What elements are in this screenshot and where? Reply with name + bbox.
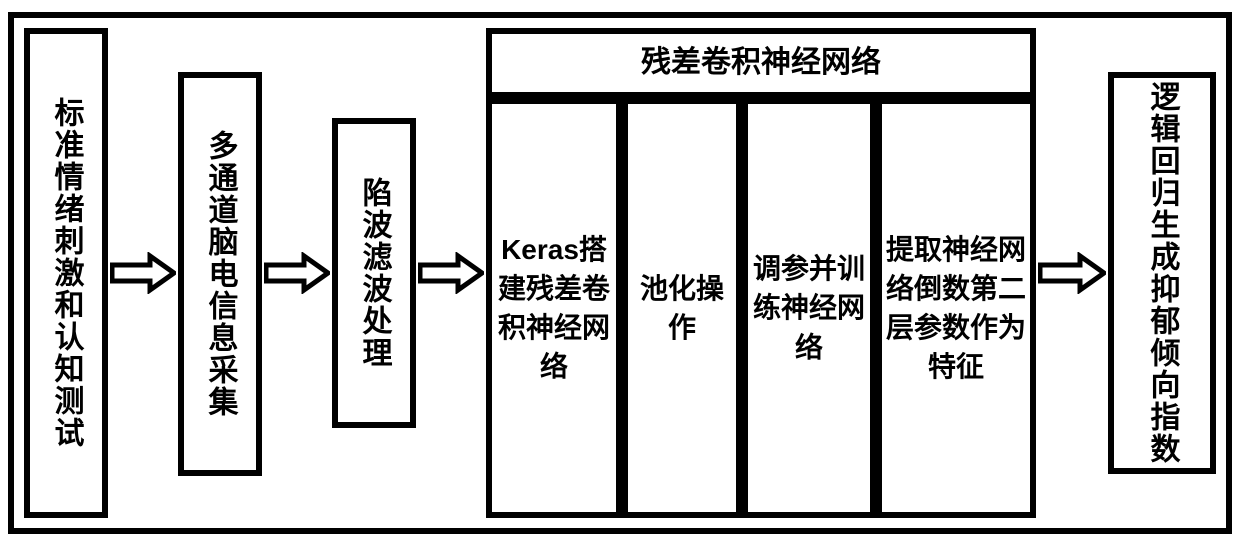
node-label: 提取神经网络倒数第二层参数作为特征 (882, 226, 1030, 391)
arrow-2 (264, 252, 330, 294)
node-b5: 逻辑回归生成抑郁倾向指数 (1108, 72, 1216, 474)
node-c2: 池化操作 (622, 98, 742, 518)
node-label: 多通道脑电信息采集 (198, 130, 243, 418)
node-label: 陷波滤波处理 (352, 177, 397, 369)
node-b3: 陷波滤波处理 (332, 118, 416, 428)
node-b2: 多通道脑电信息采集 (178, 72, 262, 476)
node-c1: Keras搭建残差卷积神经网络 (486, 98, 622, 518)
arrow-4 (1038, 252, 1106, 294)
node-label: 逻辑回归生成抑郁倾向指数 (1140, 81, 1185, 465)
node-label: Keras搭建残差卷积神经网络 (492, 226, 616, 391)
arrow-3 (418, 252, 484, 294)
node-b1: 标准情绪刺激和认知测试 (24, 28, 108, 518)
node-label: 残差卷积神经网络 (637, 38, 885, 88)
node-label: 调参并训练神经网络 (748, 245, 870, 371)
node-c4: 提取神经网络倒数第二层参数作为特征 (876, 98, 1036, 518)
node-label: 标准情绪刺激和认知测试 (44, 97, 89, 449)
arrow-1 (110, 252, 176, 294)
node-c3: 调参并训练神经网络 (742, 98, 876, 518)
node-label: 池化操作 (628, 265, 736, 351)
node-group_header: 残差卷积神经网络 (486, 28, 1036, 98)
